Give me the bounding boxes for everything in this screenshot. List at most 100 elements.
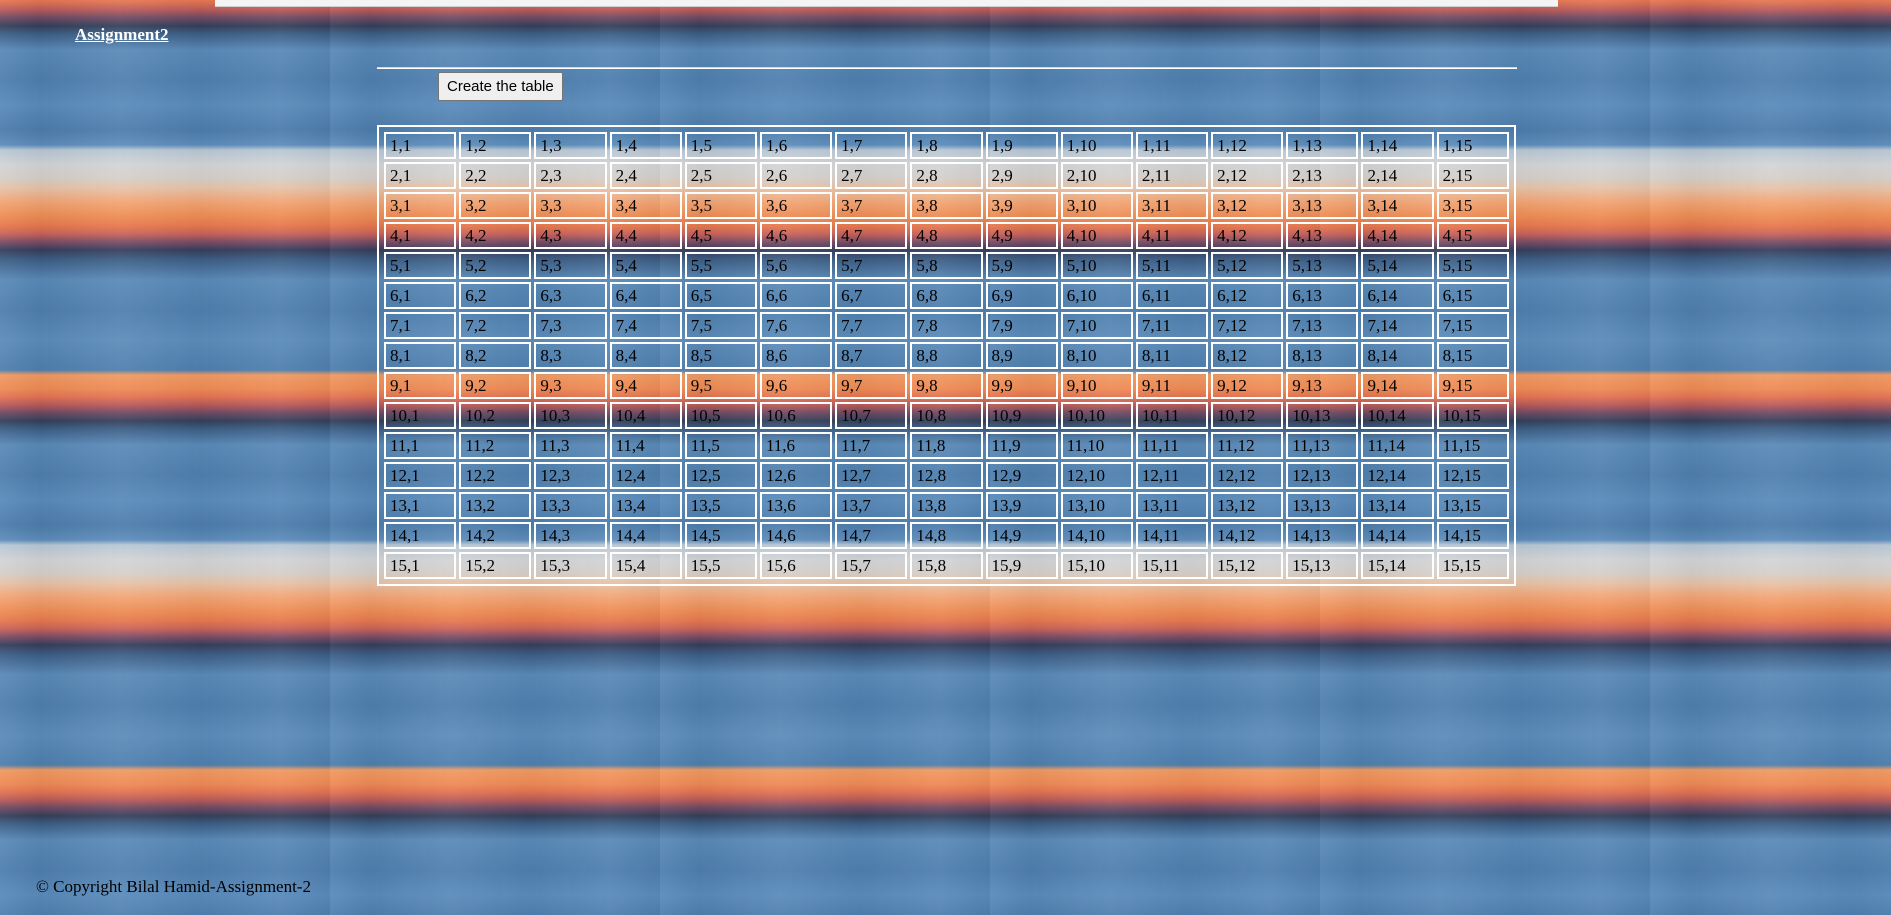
table-cell: 12,12 xyxy=(1211,462,1284,489)
table-cell: 5,9 xyxy=(985,252,1058,279)
table-cell: 12,2 xyxy=(459,462,532,489)
table-cell: 4,14 xyxy=(1361,222,1434,249)
table-cell: 8,7 xyxy=(835,342,908,369)
table-cell: 1,1 xyxy=(384,132,457,159)
table-cell: 3,8 xyxy=(910,192,983,219)
table-cell: 2,3 xyxy=(534,162,607,189)
table-cell: 12,5 xyxy=(684,462,757,489)
table-cell: 2,1 xyxy=(384,162,457,189)
table-cell: 14,9 xyxy=(985,522,1058,549)
table-cell: 6,1 xyxy=(384,282,457,309)
table-cell: 6,6 xyxy=(759,282,833,309)
table-cell: 2,7 xyxy=(835,162,908,189)
table-cell: 8,14 xyxy=(1361,342,1434,369)
table-cell: 6,9 xyxy=(985,282,1058,309)
table-cell: 14,5 xyxy=(684,522,757,549)
table-cell: 11,6 xyxy=(759,432,833,459)
table-cell: 13,1 xyxy=(384,492,457,519)
table-cell: 3,4 xyxy=(609,192,682,219)
table-cell: 8,5 xyxy=(684,342,757,369)
table-cell: 3,2 xyxy=(459,192,532,219)
table-cell: 2,8 xyxy=(910,162,983,189)
table-row: 2,1 2,2 2,3 2,4 2,5 2,6 2,7 2,8 2,9 2,10 2,11 2,12 2… xyxy=(384,162,1509,189)
table-cell: 13,13 xyxy=(1286,492,1359,519)
table-cell: 3,9 xyxy=(985,192,1058,219)
table-cell: 14,7 xyxy=(835,522,908,549)
table-cell: 4,15 xyxy=(1436,222,1509,249)
table-cell: 9,13 xyxy=(1286,372,1359,399)
table-cell: 10,10 xyxy=(1060,402,1133,429)
table-row: 15,1 15,2 15,3 15,4 15,5 15,6 15,7 15,8 15,9 15,1… xyxy=(384,552,1509,579)
table-cell: 12,15 xyxy=(1436,462,1509,489)
table-cell: 13,11 xyxy=(1135,492,1209,519)
table-cell: 4,9 xyxy=(985,222,1058,249)
table-cell: 15,14 xyxy=(1361,552,1434,579)
create-table-button[interactable]: Create the table xyxy=(438,72,563,101)
table-cell: 3,5 xyxy=(684,192,757,219)
table-cell: 2,2 xyxy=(459,162,532,189)
table-cell: 12,8 xyxy=(910,462,983,489)
table-cell: 9,9 xyxy=(985,372,1058,399)
table-cell: 3,13 xyxy=(1286,192,1359,219)
table-cell: 9,5 xyxy=(684,372,757,399)
table-cell: 10,11 xyxy=(1135,402,1209,429)
table-cell: 14,11 xyxy=(1135,522,1209,549)
footer-copyright: © Copyright Bilal Hamid-Assignment-2 xyxy=(36,877,311,896)
table-cell: 10,15 xyxy=(1436,402,1509,429)
table-cell: 11,9 xyxy=(985,432,1058,459)
table-cell: 11,14 xyxy=(1361,432,1434,459)
table-row: 5,1 5,2 5,3 5,4 5,5 5,6 5,7 5,8 5,9 5,10 5,11 5,12 5… xyxy=(384,252,1509,279)
table-cell: 9,3 xyxy=(534,372,607,399)
table-cell: 3,7 xyxy=(835,192,908,219)
table-cell: 7,14 xyxy=(1361,312,1434,339)
assignment2-link[interactable]: Assignment2 xyxy=(75,25,169,44)
table-cell: 8,1 xyxy=(384,342,457,369)
table-cell: 15,3 xyxy=(534,552,607,579)
table-cell: 6,13 xyxy=(1286,282,1359,309)
table-cell: 7,6 xyxy=(759,312,833,339)
table-cell: 7,15 xyxy=(1436,312,1509,339)
table-cell: 11,4 xyxy=(609,432,682,459)
table-cell: 4,10 xyxy=(1060,222,1133,249)
table-cell: 4,4 xyxy=(609,222,682,249)
table-cell: 1,7 xyxy=(835,132,908,159)
table-cell: 8,12 xyxy=(1211,342,1284,369)
table-cell: 11,8 xyxy=(910,432,983,459)
table-cell: 13,6 xyxy=(759,492,833,519)
table-cell: 11,15 xyxy=(1436,432,1509,459)
table-cell: 15,5 xyxy=(684,552,757,579)
table-cell: 12,3 xyxy=(534,462,607,489)
table-cell: 4,3 xyxy=(534,222,607,249)
table-cell: 8,9 xyxy=(985,342,1058,369)
table-cell: 8,13 xyxy=(1286,342,1359,369)
table-cell: 14,13 xyxy=(1286,522,1359,549)
table-cell: 10,14 xyxy=(1361,402,1434,429)
table-cell: 12,14 xyxy=(1361,462,1434,489)
table-cell: 6,2 xyxy=(459,282,532,309)
table-cell: 15,2 xyxy=(459,552,532,579)
generated-table: 1,1 1,2 1,3 1,4 1,5 1,6 1,7 1,8 1,9 1,10 1,11 1,12 1… xyxy=(377,125,1516,586)
table-cell: 15,9 xyxy=(985,552,1058,579)
table-cell: 14,8 xyxy=(910,522,983,549)
table-cell: 12,11 xyxy=(1135,462,1209,489)
table-row: 9,1 9,2 9,3 9,4 9,5 9,6 9,7 9,8 9,9 9,10 9,11 9,12 9… xyxy=(384,372,1509,399)
table-cell: 13,3 xyxy=(534,492,607,519)
table-cell: 5,15 xyxy=(1436,252,1509,279)
table-cell: 14,15 xyxy=(1436,522,1509,549)
table-cell: 9,15 xyxy=(1436,372,1509,399)
table-cell: 4,8 xyxy=(910,222,983,249)
table-cell: 9,4 xyxy=(609,372,682,399)
table-cell: 5,14 xyxy=(1361,252,1434,279)
table-cell: 13,10 xyxy=(1060,492,1133,519)
table-cell: 1,14 xyxy=(1361,132,1434,159)
table-cell: 2,12 xyxy=(1211,162,1284,189)
table-cell: 7,10 xyxy=(1060,312,1133,339)
table-cell: 6,8 xyxy=(910,282,983,309)
table-row: 4,1 4,2 4,3 4,4 4,5 4,6 4,7 4,8 4,9 4,10 4,11 4,12 4… xyxy=(384,222,1509,249)
table-cell: 7,13 xyxy=(1286,312,1359,339)
table-cell: 10,3 xyxy=(534,402,607,429)
table-cell: 1,6 xyxy=(759,132,833,159)
table-cell: 6,12 xyxy=(1211,282,1284,309)
table-cell: 5,2 xyxy=(459,252,532,279)
table-cell: 15,7 xyxy=(835,552,908,579)
